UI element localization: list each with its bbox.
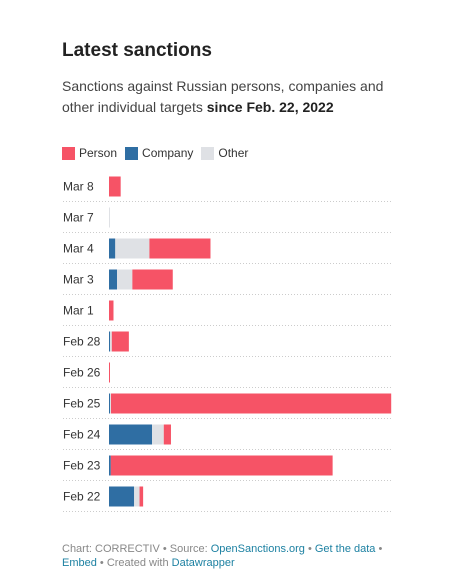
bar-person-mar-8 bbox=[109, 176, 121, 197]
category-label-mar-3: Mar 3 bbox=[63, 273, 94, 287]
bar-person-feb-26 bbox=[109, 362, 110, 383]
bar-other-feb-22 bbox=[134, 486, 140, 507]
bar-other-mar-4 bbox=[115, 238, 150, 259]
bar-company-feb-25 bbox=[109, 393, 110, 414]
bar-other-feb-25 bbox=[110, 393, 111, 414]
legend-label-company: Company bbox=[142, 146, 194, 160]
footer-created: • Created with bbox=[96, 557, 172, 569]
category-label-feb-22: Feb 22 bbox=[63, 490, 101, 504]
datawrapper-link[interactable]: Datawrapper bbox=[171, 557, 235, 569]
category-label-feb-26: Feb 26 bbox=[63, 366, 101, 380]
category-label-feb-28: Feb 28 bbox=[63, 335, 101, 349]
bar-person-feb-24 bbox=[163, 424, 171, 445]
chart-subtitle: Sanctions against Russian persons, compa… bbox=[62, 76, 402, 118]
category-label-mar-1: Mar 1 bbox=[63, 304, 94, 318]
footer-sep-1: • bbox=[304, 543, 315, 555]
legend-label-other: Other bbox=[218, 146, 249, 160]
embed-link[interactable]: Embed bbox=[62, 557, 97, 569]
category-label-mar-8: Mar 8 bbox=[63, 180, 94, 194]
bar-company-mar-3 bbox=[109, 269, 118, 290]
bar-person-feb-22 bbox=[139, 486, 144, 507]
bar-person-feb-25 bbox=[111, 393, 392, 414]
bar-chart: Mar 8 Mar 7 Mar 4 Mar 3 Mar 1 Feb 28 Feb 26 Feb… bbox=[63, 176, 392, 512]
bar-person-mar-1 bbox=[109, 300, 114, 321]
category-label-mar-4: Mar 4 bbox=[63, 242, 94, 256]
legend-item-company: Company bbox=[125, 146, 193, 160]
bar-company-feb-23 bbox=[109, 455, 111, 476]
bar-person-mar-3 bbox=[132, 269, 173, 290]
legend-item-person: Person bbox=[62, 146, 117, 160]
bar-company-mar-4 bbox=[109, 238, 116, 259]
category-label-feb-23: Feb 23 bbox=[63, 459, 101, 473]
bar-other-mar-7 bbox=[109, 207, 110, 228]
legend-swatch-company bbox=[125, 146, 139, 160]
category-label-mar-7: Mar 7 bbox=[63, 211, 94, 225]
bar-person-feb-28 bbox=[111, 331, 129, 352]
subtitle-bold: since Feb. 22, 2022 bbox=[206, 99, 334, 115]
chart-title: Latest sanctions bbox=[62, 40, 212, 61]
bar-other-feb-28 bbox=[110, 331, 112, 352]
bar-person-feb-23 bbox=[110, 455, 333, 476]
chart-footer: Chart: CORRECTIV • Source: OpenSanctions… bbox=[62, 542, 402, 570]
legend-swatch-person bbox=[62, 146, 75, 160]
bar-other-mar-3 bbox=[117, 269, 133, 290]
footer-sep-2: • bbox=[375, 543, 383, 555]
bar-company-feb-22 bbox=[109, 486, 135, 507]
bar-person-mar-4 bbox=[149, 238, 211, 259]
bar-company-feb-28 bbox=[109, 331, 110, 352]
category-label-feb-25: Feb 25 bbox=[63, 397, 101, 411]
legend: Person Company Other bbox=[62, 146, 248, 160]
category-label-feb-24: Feb 24 bbox=[63, 428, 101, 442]
legend-item-other: Other bbox=[201, 146, 248, 160]
bar-other-feb-24 bbox=[152, 424, 164, 445]
source-link[interactable]: OpenSanctions.org bbox=[210, 543, 305, 555]
get-data-link[interactable]: Get the data bbox=[314, 543, 376, 555]
bar-company-feb-24 bbox=[109, 424, 153, 445]
legend-label-person: Person bbox=[79, 146, 118, 160]
legend-swatch-other bbox=[201, 146, 215, 160]
footer-credit: Chart: CORRECTIV • Source: bbox=[62, 543, 211, 555]
subtitle-text: Sanctions against Russian persons, compa… bbox=[62, 78, 384, 115]
